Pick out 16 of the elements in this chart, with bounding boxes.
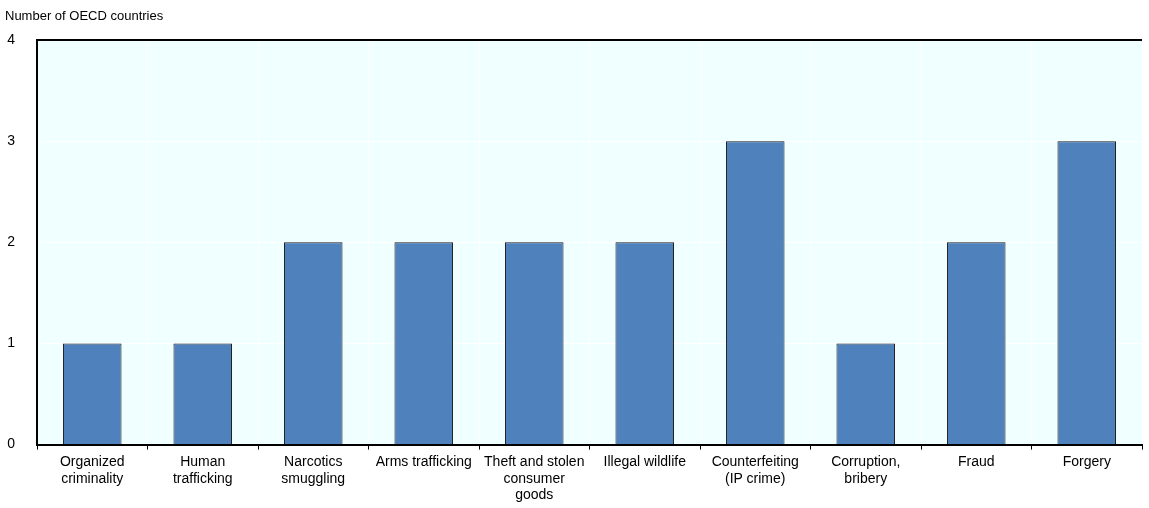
x-tick-label: Human trafficking <box>172 452 233 486</box>
y-axis-title: Number of OECD countries <box>5 7 164 23</box>
y-tick-label: 4 <box>7 30 16 47</box>
x-tick-label: Forgery <box>1062 452 1111 469</box>
x-tick-label: Illegal wildlife <box>603 452 687 469</box>
x-tick-label: Organized criminality <box>59 452 125 486</box>
y-tick-label: 3 <box>7 132 16 149</box>
x-tick-label: Theft and stolen consumer goods <box>484 452 585 503</box>
x-tick-label: Counterfeiting (IP crime) <box>711 452 799 486</box>
y-tick-label: 0 <box>7 435 16 452</box>
x-tick-label: Corruption, bribery <box>831 452 901 486</box>
x-tick-label: Fraud <box>957 452 995 469</box>
y-tick-label: 1 <box>7 334 16 351</box>
x-tick-label: Narcotics smuggling <box>281 452 346 486</box>
x-tick-label: Arms trafficking <box>375 452 472 469</box>
y-tick-label: 2 <box>7 233 16 250</box>
